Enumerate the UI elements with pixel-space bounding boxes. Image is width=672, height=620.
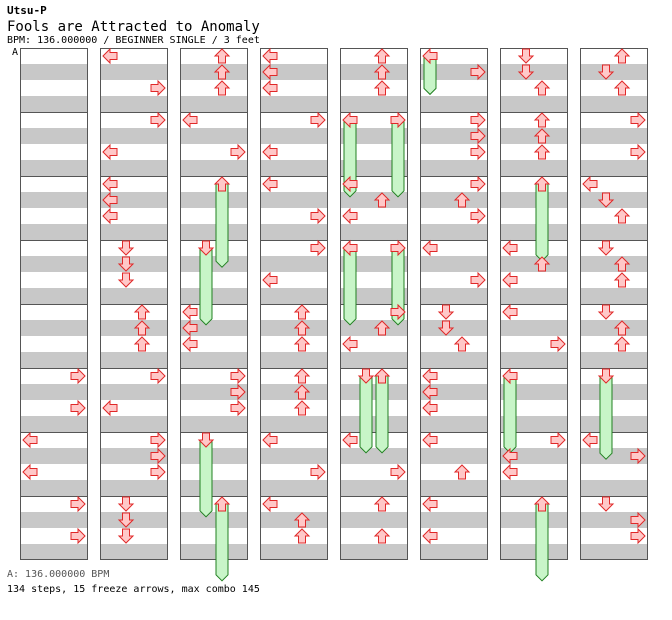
freeze-arrow (503, 375, 517, 454)
freeze-arrow (199, 247, 213, 326)
bpm-legend: A: 136.000000 BPM (7, 569, 110, 580)
artist-name: Utsu-P (7, 4, 47, 17)
freeze-arrow (535, 183, 549, 262)
chart-column (180, 48, 248, 560)
freeze-arrow (343, 247, 357, 326)
song-title: Fools are Attracted to Anomaly (7, 19, 260, 35)
freeze-arrow (599, 375, 613, 460)
freeze-arrow (199, 439, 213, 518)
chart-column (20, 48, 88, 560)
freeze-arrow (359, 375, 373, 454)
chart-column (500, 48, 568, 560)
freeze-arrow (391, 119, 405, 198)
chart-stats: 134 steps, 15 freeze arrows, max combo 1… (7, 584, 260, 595)
freeze-arrow (215, 503, 229, 582)
freeze-arrow (215, 183, 229, 268)
bpm-marker-label: A (12, 47, 19, 58)
chart-info: BPM: 136.000000 / BEGINNER SINGLE / 3 fe… (7, 35, 260, 46)
freeze-arrow (535, 503, 549, 582)
freeze-arrow (375, 375, 389, 454)
